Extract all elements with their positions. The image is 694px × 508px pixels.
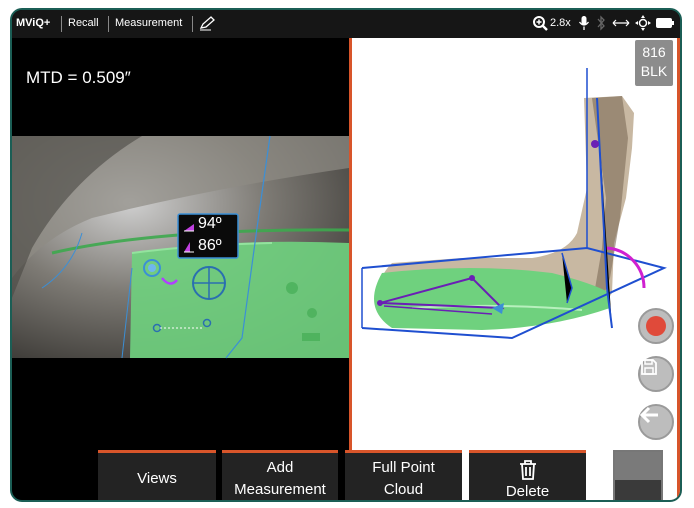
back-button[interactable] — [638, 404, 674, 440]
joystick-icon — [634, 14, 652, 35]
bluetooth-icon — [596, 15, 606, 34]
fpc-label-line1: Full Point — [372, 458, 435, 476]
record-icon — [646, 316, 666, 336]
add-label-line2: Measurement — [234, 480, 326, 498]
view-badge: 816 BLK — [635, 40, 673, 86]
mtd-readout: MTD = 0.509″ — [26, 68, 131, 87]
full-point-cloud-button[interactable]: Full Point Cloud — [345, 450, 462, 500]
badge-label: BLK — [640, 63, 668, 79]
angle-readout-2: 86º — [198, 237, 222, 254]
add-measurement-button[interactable]: Add Measurement — [222, 450, 338, 500]
screen: MViQ+ Recall Measurement 2.8x — [10, 8, 682, 502]
save-button[interactable] — [638, 356, 674, 392]
record-button[interactable] — [638, 308, 674, 344]
save-icon — [641, 359, 657, 375]
edit-icon[interactable] — [199, 15, 217, 34]
camera-view[interactable]: MTD = 0.509″ 94º 86º — [12, 38, 349, 450]
views-button[interactable]: Views — [98, 450, 216, 500]
brand-label: MViQ+ — [16, 17, 51, 29]
trash-icon — [519, 459, 536, 480]
add-label-line1: Add — [266, 458, 294, 476]
bottom-toolbar: Views Add Measurement Full Point Cloud D… — [12, 450, 680, 500]
battery-icon — [656, 18, 674, 31]
zoom-level: 2.8x — [550, 17, 571, 29]
mic-icon — [578, 15, 590, 34]
badge-number: 816 — [642, 44, 666, 60]
delete-label: Delete — [505, 482, 550, 500]
arrows-icon — [612, 15, 630, 34]
angle-readout-1: 94º — [198, 215, 222, 232]
image-thumbnail[interactable] — [613, 450, 663, 500]
views-label: Views — [137, 469, 177, 487]
zoom-in-icon — [532, 15, 548, 34]
top-status-bar: MViQ+ Recall Measurement 2.8x — [12, 10, 680, 38]
measurement-tab[interactable]: Measurement — [115, 17, 183, 29]
fpc-label-line2: Cloud — [383, 480, 424, 498]
arrow-left-icon — [640, 406, 658, 424]
point-cloud-view[interactable]: 816 BLK — [349, 38, 680, 500]
delete-button[interactable]: Delete — [469, 450, 586, 500]
recall-tab[interactable]: Recall — [68, 17, 99, 29]
